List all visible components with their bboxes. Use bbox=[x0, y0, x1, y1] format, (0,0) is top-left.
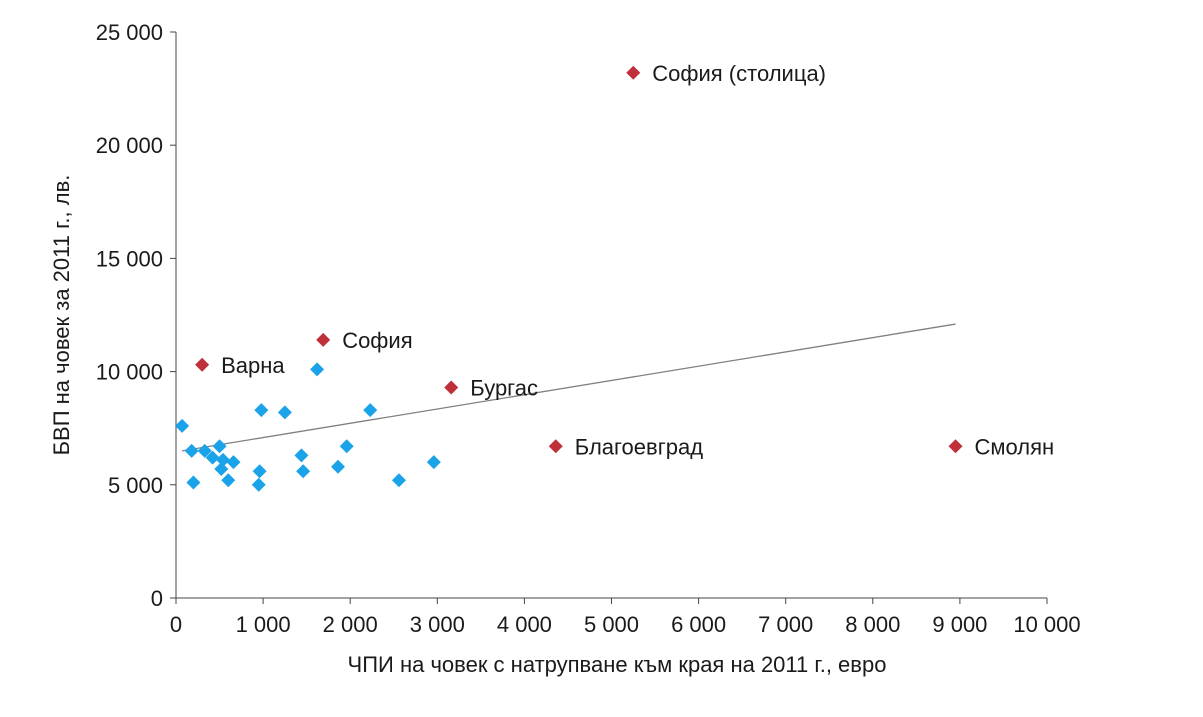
x-tick-label: 10 000 bbox=[1013, 612, 1080, 637]
y-tick-label: 15 000 bbox=[96, 246, 163, 271]
y-tick-label: 10 000 bbox=[96, 360, 163, 385]
data-point bbox=[277, 405, 292, 420]
data-point bbox=[216, 452, 231, 467]
x-tick-label: 9 000 bbox=[932, 612, 987, 637]
trendline bbox=[181, 323, 956, 452]
data-point bbox=[251, 477, 266, 492]
x-tick-label: 6 000 bbox=[671, 612, 726, 637]
x-tick-label: 1 000 bbox=[236, 612, 291, 637]
x-tick-label: 5 000 bbox=[584, 612, 639, 637]
highlighted-point bbox=[548, 439, 563, 454]
x-axis-title: ЧПИ на човек с натрупване към края на 20… bbox=[348, 652, 887, 677]
highlighted-point bbox=[195, 357, 210, 372]
data-point bbox=[186, 475, 201, 490]
highlighted-point bbox=[626, 65, 641, 80]
data-point bbox=[294, 448, 309, 463]
highlighted-point bbox=[948, 439, 963, 454]
x-tick-label: 0 bbox=[170, 612, 182, 637]
data-point bbox=[339, 439, 354, 454]
data-point bbox=[175, 418, 190, 433]
point-label: Бургас bbox=[470, 375, 538, 400]
data-point bbox=[214, 461, 229, 476]
point-label: Смолян bbox=[975, 434, 1055, 459]
point-label: София bbox=[342, 328, 412, 353]
data-point bbox=[226, 455, 241, 470]
data-points bbox=[175, 65, 963, 492]
highlighted-point bbox=[444, 380, 459, 395]
point-label: Варна bbox=[221, 353, 285, 378]
y-axis-title: БВП на човек за 2011 г., лв. bbox=[49, 175, 74, 456]
data-point bbox=[254, 403, 269, 418]
data-point bbox=[212, 439, 227, 454]
data-point bbox=[221, 473, 236, 488]
data-point bbox=[426, 455, 441, 470]
y-tick-label: 25 000 bbox=[96, 20, 163, 45]
x-tick-label: 8 000 bbox=[845, 612, 900, 637]
data-point bbox=[331, 459, 346, 474]
data-point bbox=[391, 473, 406, 488]
data-point bbox=[252, 464, 267, 479]
x-tick-label: 4 000 bbox=[497, 612, 552, 637]
x-tick-label: 3 000 bbox=[410, 612, 465, 637]
data-point bbox=[184, 443, 199, 458]
x-tick-label: 2 000 bbox=[323, 612, 378, 637]
point-labels: София (столица) Варна София Бургас Благоевгр… bbox=[221, 61, 1054, 460]
data-point bbox=[363, 403, 378, 418]
x-tick-label: 7 000 bbox=[758, 612, 813, 637]
data-point bbox=[205, 450, 220, 465]
data-point bbox=[310, 362, 325, 377]
data-point bbox=[296, 464, 311, 479]
point-label: София (столица) bbox=[652, 61, 826, 86]
highlighted-point bbox=[316, 332, 331, 347]
y-tick-label: 0 bbox=[151, 586, 163, 611]
x-ticks: 0 1 000 2 000 3 000 4 000 5 000 6 000 7 000 8 00… bbox=[170, 598, 1081, 637]
point-label: Благоевград bbox=[575, 434, 703, 459]
y-tick-label: 20 000 bbox=[96, 133, 163, 158]
axes bbox=[175, 32, 1047, 599]
data-point bbox=[197, 443, 212, 458]
y-tick-label: 5 000 bbox=[108, 473, 163, 498]
y-ticks: 0 5 000 10 000 15 000 20 000 25 000 bbox=[96, 20, 176, 611]
